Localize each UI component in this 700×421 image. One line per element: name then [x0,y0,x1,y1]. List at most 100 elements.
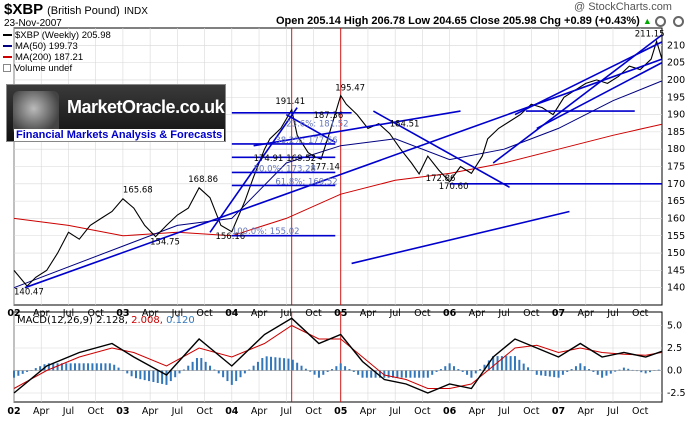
macd-hist-bar [505,356,508,371]
low-value: Low 204.65 [408,15,467,27]
logo-tagline: Financial Markets Analysis & Forecasts [14,129,225,141]
x-tick-label: 04 [225,308,239,319]
macd-hist-bar [435,370,438,372]
macd-hist-bar [483,364,486,371]
macd-hist-bar [278,357,281,371]
price-annotation: 50.0%: 173.28 [254,165,316,175]
macd-hist-bar [601,370,604,378]
gear-icon[interactable] [655,16,666,27]
macd-hist-bar [195,358,198,371]
macd-hist-bar [500,356,503,371]
x-tick-label: 05 [334,406,347,417]
trend-line [253,110,461,147]
macd-hist-bar [561,370,564,375]
bull-bear-icon [13,91,59,135]
x-tick-label: Apr [360,406,377,417]
macd-hist-bar [313,370,316,375]
macd-hist-bar [513,356,516,371]
macd-hist-bar [13,370,15,378]
macd-hist-bar [579,363,582,371]
x-tick-label: Apr [578,308,595,319]
price-annotation: 168.86 [188,175,218,185]
ma200-line [13,123,663,237]
price-annotation: 187.36 [313,111,343,121]
macd-hist-bar [326,370,329,372]
x-tick-label: 04 [225,406,239,417]
macd-hist-bar [56,363,59,371]
trend-line [351,210,570,265]
macd-hist-bar [73,363,76,371]
macd-hist-bar [487,360,490,371]
price-annotation: 23.6%: 181.52 [286,120,348,130]
x-tick-label: 02 [7,406,20,417]
legend-price-label: $XBP (Weekly) 205.98 [15,30,111,41]
symbol-title: $XBP (British Pound) INDX [4,1,148,18]
macd-hist-bar [461,370,464,372]
macd-hist-bar [466,370,469,375]
legend-volume: Volume undef [3,63,72,74]
macd-hist-bar [448,363,451,371]
exchange: INDX [124,6,148,17]
macd-hist-bar [383,370,386,378]
x-tick-label: Jul [388,406,400,417]
macd-hist-bar [635,370,638,372]
macd-hist-bar [139,370,142,380]
macd-hist-bar [331,369,334,371]
macd-hist-bar [274,357,277,371]
macd-hist-bar [143,370,146,381]
macd-tick-label: -2.5 [667,388,686,399]
x-tick-label: Jul [280,308,292,319]
macd-hist-bar [596,370,599,375]
macd-hist-bar [444,366,447,371]
macd-hist-bar [452,366,455,371]
price-annotation: 140.47 [14,288,44,298]
macd-hist-bar [182,369,185,371]
macd-hist-bar [47,363,50,371]
price-annotation: 156.16 [215,232,245,242]
trend-line [285,113,336,143]
macd-hist-bar [156,370,159,383]
price-tick-label: 190 [667,110,685,121]
macd-hist-bar [588,369,591,371]
x-tick-label: 07 [552,308,565,319]
gear-icon[interactable] [673,16,684,27]
macd-hist-bar [387,370,390,378]
price-annotation: 38.2%: 177.66 [275,136,337,146]
macd-hist-bar [21,370,24,374]
macd-hist-bar [535,370,538,375]
macd-hist-bar [309,370,312,372]
x-tick-label: Jul [606,406,618,417]
macd-hist-bar [509,356,512,371]
macd-hist-bar [614,370,617,372]
price-tick-label: 195 [667,92,685,103]
macd-hist-bar [204,361,207,371]
x-tick-label: Apr [360,308,377,319]
macd-hist-bar [605,370,608,376]
price-tick-label: 160 [667,213,685,224]
macd-hist-bar [270,356,273,371]
legend-ma50-label: MA(50) 199.73 [15,41,78,52]
x-tick-label: Apr [33,406,50,417]
macd-hist-bar [134,370,137,379]
open-value: Open 205.14 [276,15,341,27]
price-annotation: 154.75 [150,237,180,247]
macd-hist-bar [365,370,368,378]
x-tick-label: Oct [305,308,322,319]
macd-hist-bar [261,358,264,371]
macd-hist-bar [609,370,612,374]
macd-hist-bar [378,370,381,378]
x-tick-label: Apr [142,308,159,319]
macd-hist-bar [39,366,42,371]
price-annotation: 174.91 [254,154,284,164]
signal-line [13,324,663,389]
chart-date: 23-Nov-2007 [4,18,62,29]
trend-line [24,58,663,289]
legend-swatch [3,64,11,73]
macd-hist-bar [431,370,434,375]
macd-hist-bar [492,356,495,371]
macd-hist-bar [95,363,98,371]
x-tick-label: Apr [469,406,486,417]
legend-ma50: MA(50) 199.73 [3,41,78,52]
macd-hist-bar [627,368,630,371]
x-tick-label: Apr [251,308,268,319]
